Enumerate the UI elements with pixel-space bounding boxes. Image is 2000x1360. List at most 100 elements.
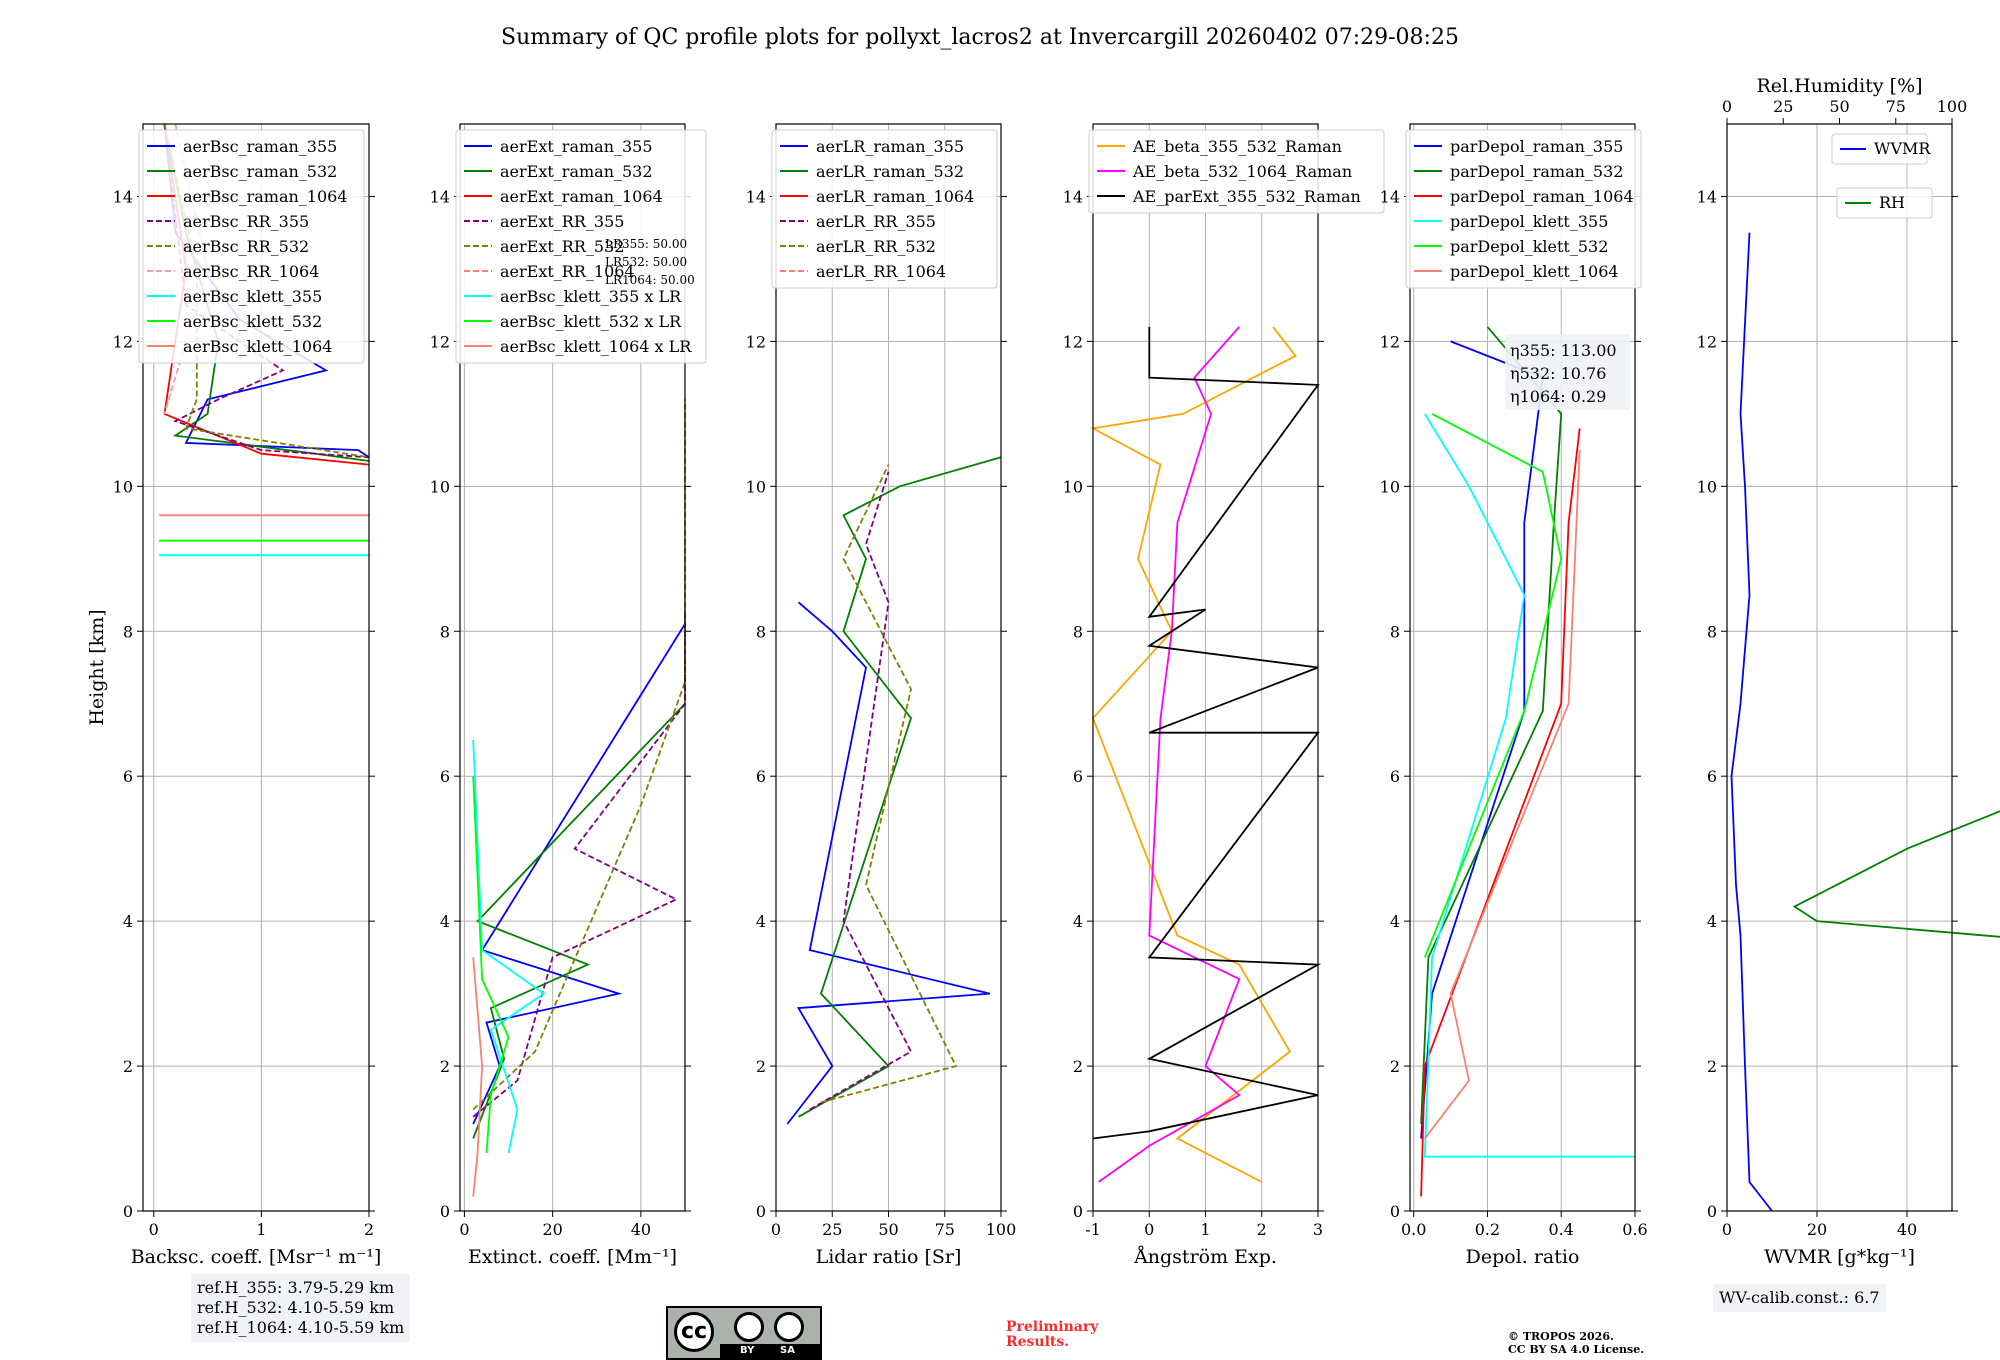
x-tick-label: 50 (878, 1220, 898, 1239)
y-tick-label: 0 (1390, 1202, 1400, 1221)
ref-height-532: ref.H_532: 4.10-5.59 km (197, 1298, 395, 1317)
copyright-line-2: CC BY SA 4.0 License. (1508, 1343, 1645, 1356)
cc-icon: cc (674, 1312, 714, 1352)
y-tick-label: 8 (1707, 622, 1717, 641)
legend-label: aerBsc_klett_1064 (183, 337, 332, 356)
sa-share-icon (774, 1312, 804, 1342)
eta-box (1505, 334, 1630, 410)
y-tick-label: 10 (430, 477, 450, 496)
series-AE_beta_355_532_Raman (1090, 326, 1297, 1183)
x-tick-label: 2 (1257, 1220, 1267, 1239)
legend-label: aerBsc_RR_355 (183, 212, 309, 231)
legend-box (1088, 129, 1385, 214)
y-tick-label: 10 (746, 477, 766, 496)
y-tick-label: 14 (113, 187, 133, 206)
legend-label: aerBsc_klett_1064 x LR (500, 337, 692, 356)
x-tick-label: 1 (1200, 1220, 1210, 1239)
series-aerBsc_RR_532 (163, 123, 370, 459)
legend-RH: RH (1836, 187, 1933, 219)
x2-tick-label: 25 (1773, 97, 1793, 116)
y-tick-label: 6 (1707, 767, 1717, 786)
series-aerBsc_klett_1064 x LR (472, 957, 484, 1197)
y-tick-label: 14 (746, 187, 766, 206)
series-parDepol_raman_532 (1420, 326, 1563, 1125)
series-aerBsc_klett_532 x LR (472, 776, 510, 1154)
legend-label: aerBsc_klett_355 x LR (500, 287, 682, 306)
legend-label: aerBsc_klett_355 (183, 287, 322, 306)
series-RH (1792, 810, 2000, 938)
y-tick-label: 14 (430, 187, 450, 206)
legend-label: aerExt_raman_532 (500, 162, 653, 181)
x-axis-label: Depol. ratio (1466, 1246, 1580, 1268)
series-WVMR (1730, 232, 1773, 1212)
legend-box (455, 129, 707, 364)
panel-water_vapor: 0 20 40 0 2 4 6 8 10 12 14 WVMR [g*kg⁻¹] 0 25 50 75 100 R… (1697, 75, 2000, 1268)
y-axis-label: Height [km] (86, 609, 108, 725)
y-tick-label: 14 (1063, 187, 1083, 206)
figure-title: Summary of QC profile plots for pollyxt_… (501, 25, 1459, 50)
y-tick-label: 0 (1707, 1202, 1717, 1221)
panel-lidar_ratio: 0 25 50 75 100 0 2 4 6 8 10 12 14 Lidar ratio [Sr] aer… (746, 123, 1017, 1268)
wv-calib-box: WV-calib.const.: 6.7 (1713, 1284, 1886, 1312)
copyright-note: © TROPOS 2026. CC BY SA 4.0 License. (1508, 1330, 1644, 1356)
series-aerLR_raman_532 (798, 456, 1002, 1118)
x-tick-label: 0 (1144, 1220, 1154, 1239)
y-tick-label: 14 (1697, 187, 1717, 206)
y-tick-label: 4 (756, 912, 766, 931)
lr-note-2: LR1064: 50.00 (605, 273, 695, 287)
lr-note-0: LR355: 50.00 (605, 237, 687, 251)
panel-depolarization: 0.0 0.2 0.4 0.6 0 2 4 6 8 10 12 14 Depol. ratio parDe… (1380, 123, 1648, 1268)
legend-label: aerBsc_klett_532 x LR (500, 312, 682, 331)
panel-extinction: 0 20 40 0 2 4 6 8 10 12 14 Extinct. coeff. [Mm⁻¹] ae… (430, 123, 707, 1268)
legend-box (1405, 129, 1642, 289)
legend-box (1836, 187, 1933, 219)
y-tick-label: 10 (113, 477, 133, 496)
legend-label: parDepol_raman_532 (1450, 162, 1623, 181)
legend-label: aerExt_RR_532 (500, 237, 624, 256)
x-tick-label: 0 (1722, 1220, 1732, 1239)
y-tick-label: 8 (1073, 622, 1083, 641)
series-aerExt_raman_355 (472, 623, 686, 1125)
x-axis-label: Ångström Exp. (1133, 1246, 1277, 1268)
series-aerExt_raman_532 (472, 703, 686, 1139)
legend-label: parDepol_raman_355 (1450, 137, 1623, 156)
y-tick-label: 10 (1063, 477, 1083, 496)
axes-frame (459, 123, 686, 1212)
ref-height-355: ref.H_355: 3.79-5.29 km (197, 1278, 395, 1297)
x-tick-label: 0 (771, 1220, 781, 1239)
legend-label: aerLR_raman_532 (816, 162, 964, 181)
legend: aerBsc_raman_355 aerBsc_raman_532 aerBsc_r… (138, 129, 365, 364)
axes-frame (1726, 123, 1953, 1212)
x-tick-label: 0 (459, 1220, 469, 1239)
legend-label: aerLR_RR_355 (816, 212, 936, 231)
cc-sa-label: SA (780, 1345, 795, 1356)
y-tick-label: 4 (123, 912, 133, 931)
x-tick-label: 100 (986, 1220, 1017, 1239)
x-axis-label: Lidar ratio [Sr] (816, 1246, 962, 1268)
x2-tick-label: 0 (1722, 97, 1732, 116)
series-aerLR_RR_532 (820, 464, 958, 1104)
legend-label: parDepol_klett_355 (1450, 212, 1608, 231)
lr-note-1: LR532: 50.00 (605, 255, 687, 269)
axes-frame (142, 123, 370, 1212)
series-AE_parExt_355_532_Raman (1092, 326, 1322, 1140)
cc-license-badge: cc BY SA (666, 1306, 822, 1360)
y-tick-label: 14 (1380, 187, 1400, 206)
copyright-line-1: © TROPOS 2026. (1508, 1330, 1614, 1343)
legend-label: parDepol_klett_1064 (1450, 262, 1619, 281)
x-tick-label: 75 (935, 1220, 955, 1239)
x-tick-label: 40 (1897, 1220, 1917, 1239)
y-tick-label: 12 (113, 332, 133, 351)
x-tick-label: 3 (1313, 1220, 1323, 1239)
legend-label: parDepol_klett_532 (1450, 237, 1608, 256)
x-tick-label: 20 (1807, 1220, 1827, 1239)
legend-label: AE_beta_355_532_Raman (1132, 137, 1342, 156)
y-tick-label: 2 (1390, 1057, 1400, 1076)
legend-box (771, 129, 998, 289)
eta-1: η532: 10.76 (1510, 364, 1606, 383)
legend: AE_beta_355_532_Raman AE_beta_532_1064_Ra… (1088, 129, 1385, 214)
x-tick-label: 1 (256, 1220, 266, 1239)
legend-label: aerExt_RR_1064 (500, 262, 635, 281)
